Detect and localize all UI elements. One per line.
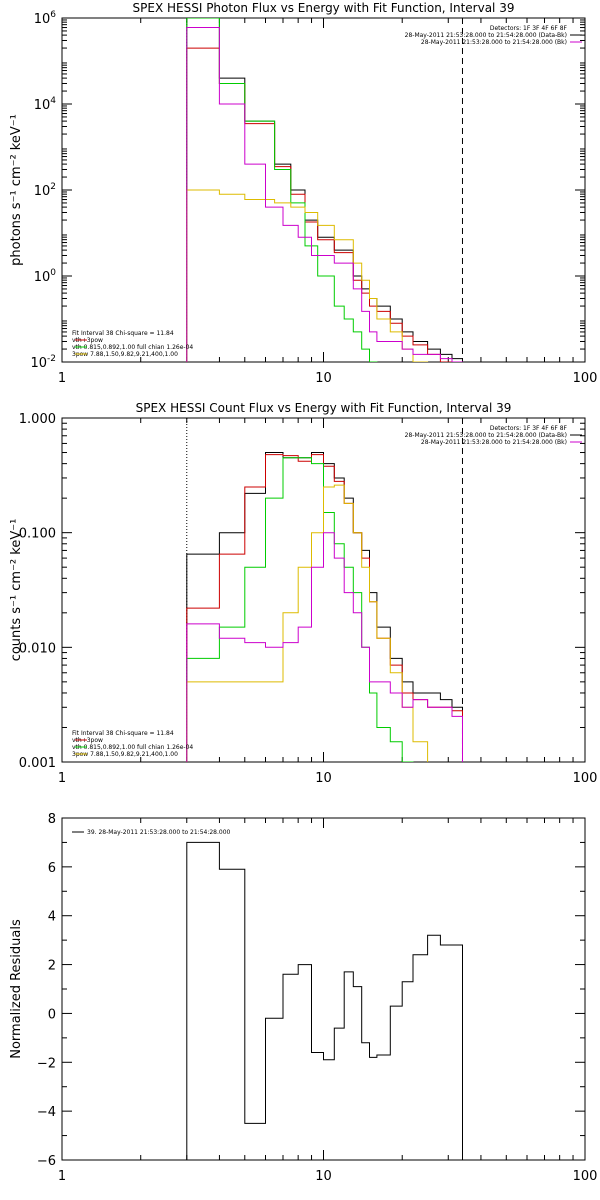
legend-entry: Fit Interval 38 Chi-square = 11.84 [72, 730, 174, 737]
y-tick-exponent: 2 [50, 182, 56, 192]
panel-2: SPEX HESSI Count Flux vs Energy with Fit… [9, 401, 598, 786]
legend-entry: 3pow 7.88,1.50,9.82,9.21,400,1.00 [72, 351, 178, 358]
plot-frame [61, 17, 586, 363]
legend-entry: 39. 28-May-2011 21:53:28.000 to 21:54:28… [87, 829, 231, 836]
y-tick-label: 106 [34, 10, 57, 27]
y-tick-base: 10 [30, 356, 47, 371]
x-tick-label: 10 [315, 371, 332, 386]
y-tick-label: 0.001 [19, 756, 56, 771]
series-group [186, 452, 463, 762]
x-tick-label: 1 [58, 1169, 66, 1184]
series-vth-line [186, 457, 414, 762]
legend-entry: Detectors: 1F 3F 4F 6F 8F [490, 25, 568, 32]
y-tick-label: −2 [37, 1056, 56, 1071]
x-tick-label: 100 [573, 1169, 598, 1184]
legend-entry: 3pow 7.88,1.50,9.82,9.21,400,1.00 [72, 751, 178, 758]
y-tick-label: 6 [48, 861, 56, 876]
plot-frame [61, 817, 586, 1161]
x-tick-label: 100 [573, 371, 598, 386]
y-tick-label: 0.100 [19, 527, 56, 542]
y-axis-label: Normalized Residuals [9, 919, 24, 1059]
legend-entry: 28-May-2011 21:53:28.000 to 21:54:28.000… [421, 439, 567, 446]
x-tick-label: 10 [315, 771, 332, 786]
y-tick-base: 10 [34, 12, 51, 27]
panel-3: Normalized Residuals 1 10 100 −6 −4 −2 0 2 4 6 8 39.… [9, 812, 598, 1184]
y-axis-label: counts s⁻¹ cm⁻² keV⁻¹ [9, 519, 24, 662]
y-tick-label: 8 [48, 812, 56, 827]
y-tick-label: 104 [34, 96, 57, 113]
x-tick-label: 1 [58, 371, 66, 386]
series-3pow-line [186, 484, 429, 762]
y-tick-exponent: 6 [50, 10, 56, 20]
y-tick-label: 2 [48, 959, 56, 974]
legend-entry: 28-May-2011 21:53:28.000 to 21:54:28.000… [421, 39, 567, 46]
x-tick-label: 100 [573, 771, 598, 786]
y-tick-base: 10 [34, 270, 51, 285]
panel-1: SPEX HESSI Photon Flux vs Energy with Fi… [9, 1, 598, 386]
y-tick-label: 102 [34, 182, 56, 199]
legend-entry: Detectors: 1F 3F 4F 6F 8F [490, 425, 568, 432]
legend-entry: vth 0.815,0.892,1.00 full chian 1.26e-04 [72, 744, 193, 751]
y-tick-label: −4 [37, 1105, 56, 1120]
series-group [186, 841, 463, 1160]
series-bk-line [186, 27, 463, 362]
series-vth-3pow-line [186, 47, 453, 362]
legend-entry: Fit Interval 38 Chi-square = 11.84 [72, 330, 174, 337]
y-tick-label: 0.010 [19, 641, 56, 656]
series-data-bk-line [186, 452, 463, 762]
legend-entry: vth+3pow [72, 737, 103, 744]
y-tick-exponent: 4 [50, 96, 56, 106]
series-bk-line [186, 532, 463, 762]
y-tick-base: 10 [34, 98, 51, 113]
series-vth-line [186, 18, 378, 362]
chart-title: SPEX HESSI Photon Flux vs Energy with Fi… [133, 1, 515, 15]
y-tick-label: 100 [34, 268, 57, 285]
series-data-bk-line [186, 18, 463, 362]
legend-entry: vth 0.815,0.892,1.00 full chian 1.26e-04 [72, 344, 193, 351]
y-tick-exponent: 0 [50, 268, 56, 278]
y-tick-label: 10-2 [30, 354, 56, 371]
series-39-line [186, 841, 463, 1160]
y-tick-label: 4 [48, 910, 56, 925]
series-group [186, 18, 463, 362]
chart-title: SPEX HESSI Count Flux vs Energy with Fit… [136, 401, 512, 415]
y-axis-label: photons s⁻¹ cm⁻² keV⁻¹ [9, 114, 24, 266]
x-tick-label: 10 [315, 1169, 332, 1184]
y-tick-base: 10 [34, 184, 51, 199]
legend-entry: 28-May-2011 21:53:28.000 to 21:54:28.000… [405, 32, 567, 39]
y-tick-label: 1.000 [19, 412, 56, 427]
y-tick-exponent: -2 [47, 354, 56, 364]
series-3pow-line [186, 189, 429, 362]
legend-entry: 28-May-2011 21:53:28.000 to 21:54:28.000… [405, 432, 567, 439]
x-tick-label: 1 [58, 771, 66, 786]
y-tick-label: −6 [37, 1154, 56, 1169]
y-tick-label: 0 [48, 1007, 56, 1022]
legend-entry: vth+3pow [72, 337, 103, 344]
